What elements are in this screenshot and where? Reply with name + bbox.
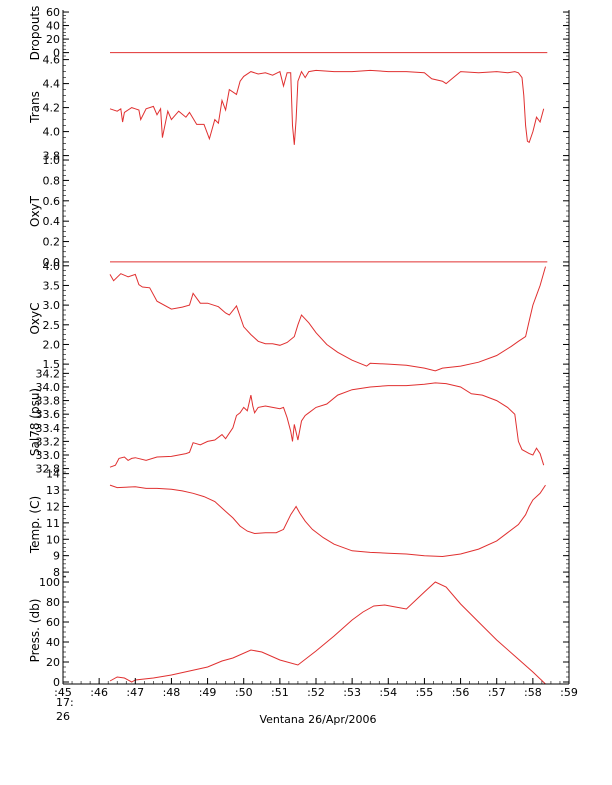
x-tick-label: :49	[199, 686, 217, 699]
x-start-label: 17: 26	[56, 696, 74, 723]
panel-oxyc-ytick-label: 3.5	[43, 279, 61, 292]
panel-temp-ytick-label: 12	[46, 500, 60, 513]
panel-oxyc: 1.5 2.0 2.5 3.0 3.5 4.0 OxyC	[28, 260, 570, 372]
panel-temp-ytick-label: 8	[53, 566, 60, 579]
x-axis-title: Ventana 26/Apr/2006	[259, 713, 376, 726]
panel-sal78-ytick-label: 33.4	[36, 422, 61, 435]
panel-temp: 8 9 10 11 12 13 14 Temp. (C)	[28, 468, 570, 579]
panel-oxyt-ytick-label: 0.4	[43, 215, 61, 228]
x-tick-label: :46	[90, 686, 108, 699]
panel-press-ytick-label: 0	[53, 676, 60, 689]
panel-sal78: 32.833.033.233.433.633.834.034.2 Sal78 (p…	[28, 367, 570, 476]
panel-temp-ylabel: Temp. (C)	[28, 496, 42, 554]
x-tick-label: :48	[163, 686, 181, 699]
panel-sal78-ytick-label: 33.8	[36, 395, 61, 408]
x-tick-label: :50	[235, 686, 253, 699]
panel-dropouts-ytick-label: 60	[46, 6, 60, 19]
panel-sal78-ytick-label: 33.6	[36, 408, 61, 421]
x-tick-label: :52	[307, 686, 325, 699]
x-tick-label: :57	[488, 686, 506, 699]
panel-press-ytick-label: 100	[39, 576, 60, 589]
panel-temp-ytick-label: 10	[46, 533, 60, 546]
panel-temp-ytick-label: 11	[46, 517, 60, 530]
panel-oxyt-ytick-label: 0.0	[43, 256, 61, 269]
panel-trans-ytick-label: 3.8	[43, 150, 61, 163]
panel-oxyt-ytick-label: 0.8	[43, 174, 61, 187]
panel-trans-ytick-label: 4.4	[43, 78, 61, 91]
panel-oxyt-ytick-label: 0.6	[43, 195, 61, 208]
panel-trans-ytick-label: 4.2	[43, 102, 61, 115]
panel-oxyc-series-line	[109, 266, 546, 372]
panel-sal78-ytick-label: 34.2	[36, 367, 61, 380]
panel-oxyc-ytick-label: 4.0	[43, 260, 61, 273]
panel-oxyt-ylabel: OxyT	[28, 195, 42, 227]
panel-trans-series-line	[109, 69, 545, 145]
panel-sal78-ytick-label: 33.0	[36, 449, 61, 462]
x-tick-label: :58	[524, 686, 542, 699]
x-axis: :45 :46 :47 :48 :49 :50 :51 :52 :53 :54 :55 :56 :57:…	[54, 678, 578, 699]
panel-dropouts-ylabel: Dropouts	[28, 6, 42, 61]
panels: 0204060Dropouts3.84.04.24.44.6Trans0.00.…	[28, 6, 570, 689]
panel-trans-ytick-label: 4.0	[43, 126, 61, 139]
x-tick-label: :59	[560, 686, 578, 699]
panel-temp-ytick-label: 9	[53, 550, 60, 563]
panel-oxyc-ylabel: OxyC	[28, 302, 42, 334]
panel-press-ytick-label: 60	[46, 616, 60, 629]
panel-press-ytick-label: 40	[46, 636, 60, 649]
panel-trans: 3.8 4.0 4.2 4.4 4.6 Trans	[28, 54, 570, 163]
x-tick-label: :51	[271, 686, 289, 699]
panel-dropouts-ytick-label: 20	[46, 33, 60, 46]
panel-oxyt-ytick-label: 1.0	[43, 154, 61, 167]
panel-trans-ytick-label: 4.6	[43, 54, 61, 67]
panel-dropouts-ytick-label: 40	[46, 20, 60, 33]
panel-sal78-series-line	[109, 382, 545, 468]
x-start-label-line1: 17:	[56, 696, 74, 709]
panel-press-ytick-label: 20	[46, 656, 60, 669]
panel-temp-ytick-label: 14	[46, 468, 60, 481]
panel-oxyc-ytick-label: 3.0	[43, 299, 61, 312]
x-start-label-line2: 26	[56, 710, 70, 723]
panel-sal78-ytick-label: 34.0	[36, 381, 61, 394]
panel-sal78-ylabel: Sal78 (psu)	[28, 388, 42, 456]
panel-sal78-ytick-label: 32.8	[36, 463, 61, 476]
panel-press: 0 20 40 60 80 100 Press. (db)	[28, 576, 570, 689]
panel-oxyc-ytick-label: 2.5	[43, 319, 61, 332]
panel-press-ylabel: Press. (db)	[28, 599, 42, 663]
panel-oxyt-ytick-label: 0.2	[43, 236, 61, 249]
panel-temp-ytick-label: 13	[46, 484, 60, 497]
panel-oxyc-ytick-label: 1.5	[43, 358, 61, 371]
x-tick-label: :47	[126, 686, 144, 699]
x-tick-label: :56	[452, 686, 470, 699]
x-tick-label: :45	[54, 686, 72, 699]
panel-oxyc-ytick-label: 2.0	[43, 338, 61, 351]
panel-temp-series-line	[109, 484, 546, 558]
panel-press-ytick-label: 80	[46, 596, 60, 609]
panel-press-series-line	[109, 581, 546, 685]
x-tick-label: :53	[343, 686, 361, 699]
x-tick-label: :55	[416, 686, 434, 699]
panel-oxyt: 0.0 0.2 0.4 0.6 0.8 1.0 OxyT	[28, 154, 570, 269]
panel-trans-ylabel: Trans	[28, 91, 42, 124]
panel-dropouts-ytick-label: 0	[53, 47, 60, 60]
panel-sal78-ytick-label: 33.2	[36, 435, 61, 448]
x-tick-label: :54	[379, 686, 397, 699]
